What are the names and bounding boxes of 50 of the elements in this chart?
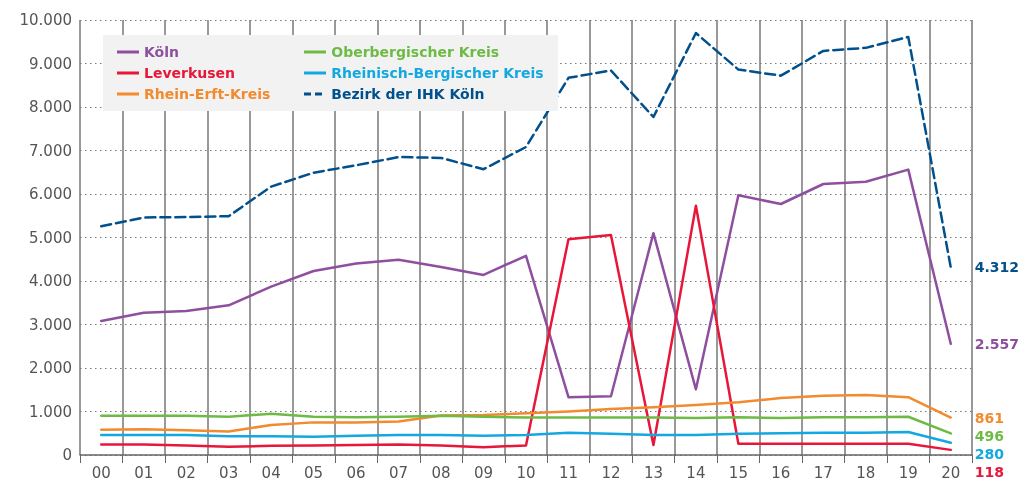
y-tick-label: 4.000 <box>29 272 72 290</box>
x-tick-label: 00 <box>91 463 111 482</box>
x-tick-label: 18 <box>856 463 876 482</box>
y-tick-label: 8.000 <box>29 98 72 116</box>
x-tick-label: 07 <box>389 463 409 482</box>
x-tick-label: 15 <box>728 463 748 482</box>
legend-label: Köln <box>144 43 179 61</box>
x-tick-label: 14 <box>686 463 706 482</box>
y-tick-label: 3.000 <box>29 315 72 334</box>
x-tick-label: 10 <box>516 463 536 482</box>
data-label: 861 <box>974 409 1004 426</box>
data-label: 496 <box>974 427 1004 444</box>
y-tick-label: 5.000 <box>29 228 72 247</box>
legend-label: Bezirk der IHK Köln <box>331 85 485 103</box>
x-tick-label: 17 <box>813 463 833 482</box>
line-series <box>99 168 953 399</box>
x-tick-label: 08 <box>431 463 451 482</box>
x-tick-label: 09 <box>473 463 494 482</box>
data-label: 118 <box>974 463 1004 480</box>
x-tick-label: 11 <box>558 463 579 482</box>
legend-label: Rheinisch-Bergischer Kreis <box>331 64 544 82</box>
legend-label: Leverkusen <box>144 64 236 82</box>
x-tick-label: 19 <box>898 463 918 482</box>
y-tick-label: 2.000 <box>29 359 72 377</box>
data-label: 4.312 <box>974 259 1020 276</box>
y-tick-label: 0 <box>62 446 72 464</box>
x-tick-label: 12 <box>601 463 621 482</box>
data-label: 280 <box>974 445 1005 462</box>
line-series <box>99 204 953 452</box>
y-tick-label: 9.000 <box>29 54 72 73</box>
x-tick-label: 20 <box>941 463 961 482</box>
x-tick-label: 06 <box>346 463 366 482</box>
line-series <box>99 412 953 435</box>
data-label: 2.557 <box>974 335 1020 352</box>
x-tick-label: 13 <box>643 463 663 482</box>
line-series <box>99 430 953 445</box>
x-tick-label: 01 <box>134 463 154 482</box>
y-tick-label: 6.000 <box>29 185 72 203</box>
x-tick-label: 05 <box>304 463 324 482</box>
legend-label: Rhein-Erft-Kreis <box>144 85 271 103</box>
x-tick-label: 02 <box>176 463 196 482</box>
x-tick-label: 03 <box>219 463 239 482</box>
y-tick-label: 7.000 <box>29 141 72 160</box>
y-tick-label: 10.000 <box>19 11 72 29</box>
legend-label: Oberbergischer Kreis <box>331 43 500 61</box>
line-series <box>99 393 953 433</box>
x-tick-label: 16 <box>771 463 791 482</box>
y-tick-label: 1.000 <box>29 402 72 421</box>
x-tick-label: 04 <box>261 463 281 482</box>
line-series <box>99 31 953 269</box>
